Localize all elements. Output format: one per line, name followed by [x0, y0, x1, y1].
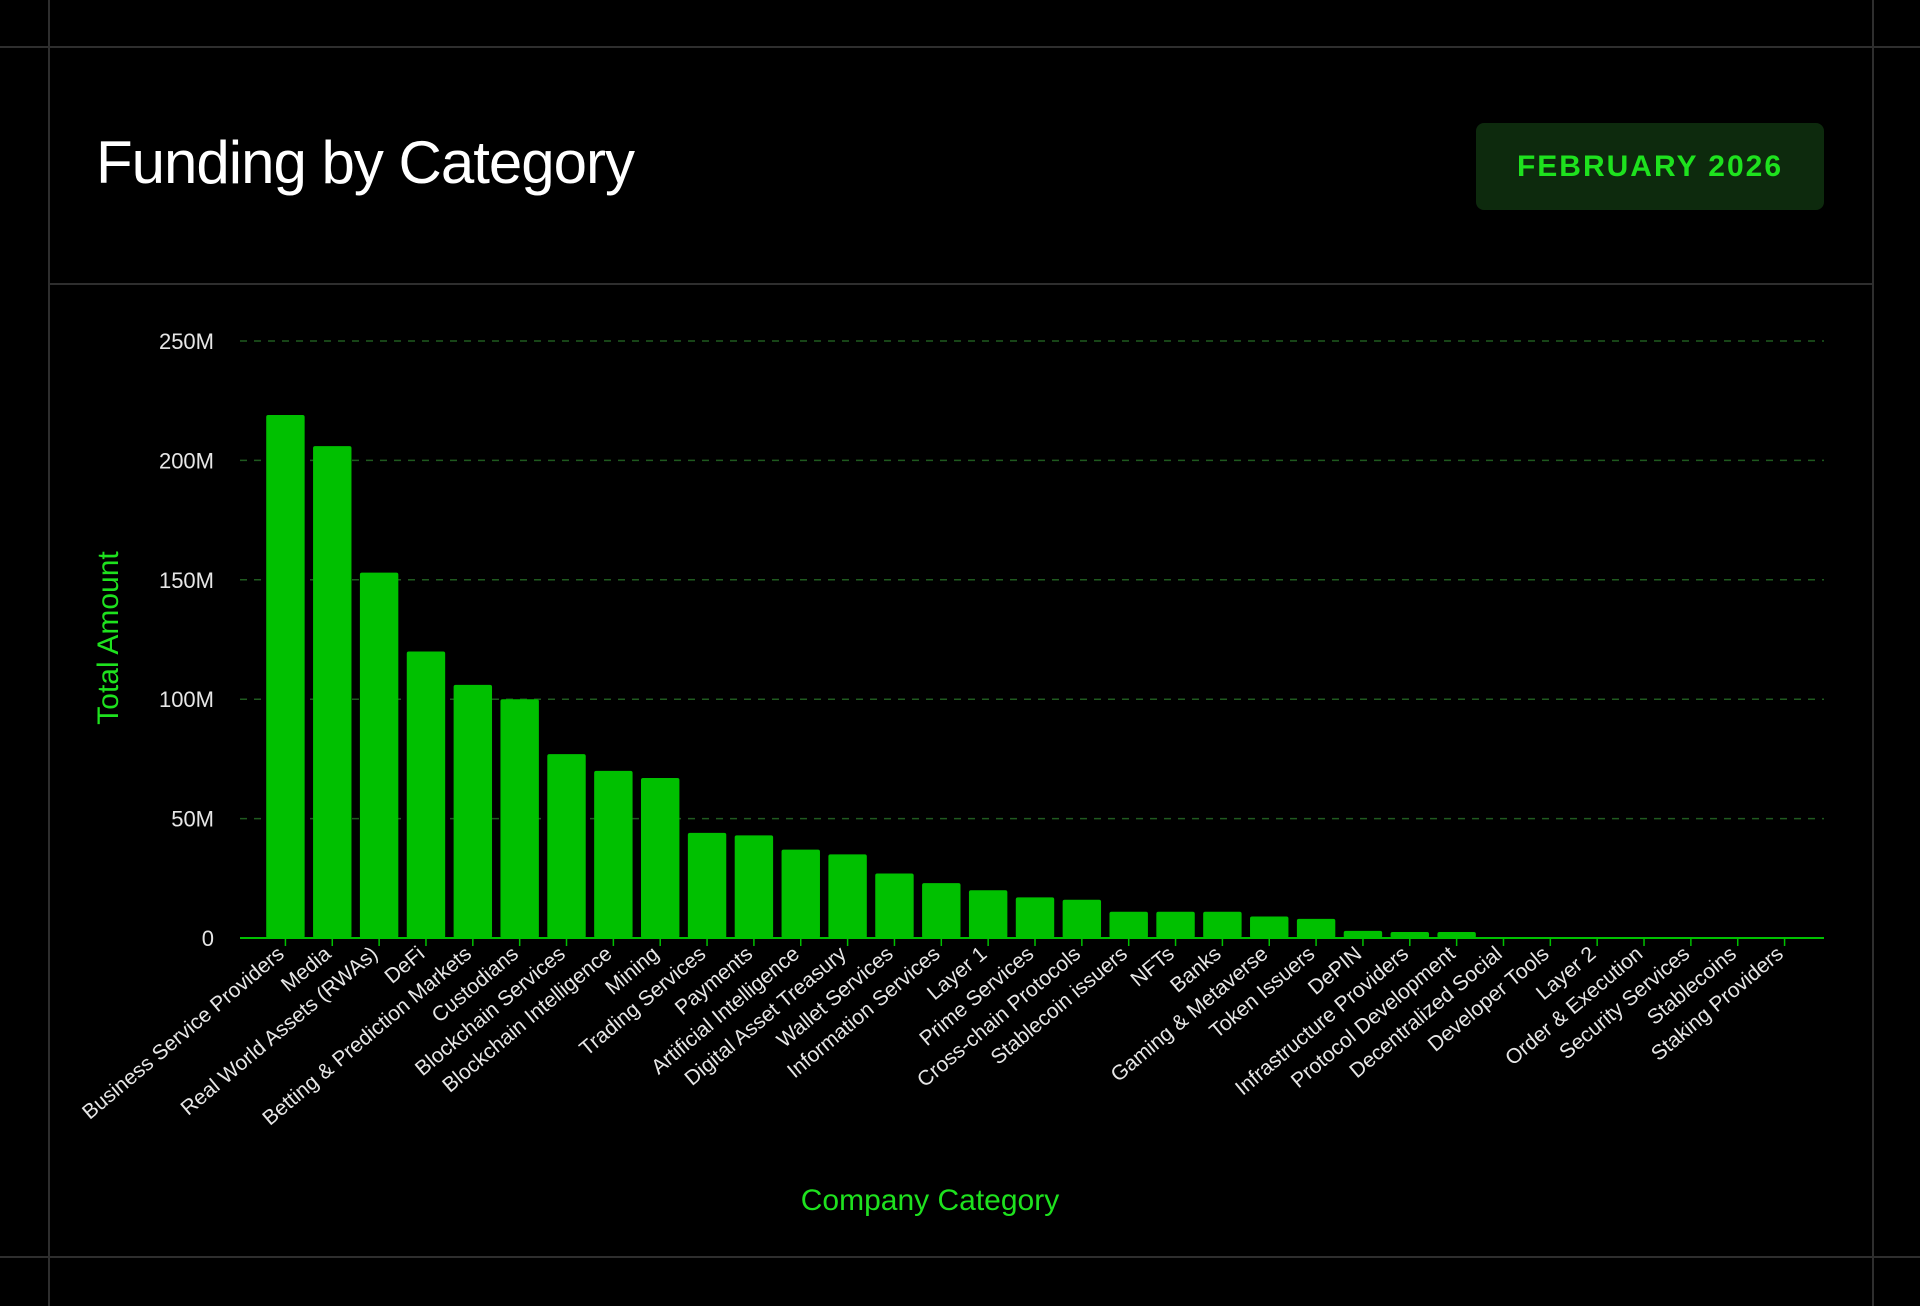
bar: [1203, 911, 1242, 938]
bar: [547, 754, 586, 938]
bar: [1390, 932, 1429, 938]
date-badge: FEBRUARY 2026: [1476, 123, 1824, 210]
bar: [1343, 930, 1383, 938]
y-axis-label: Total Amount: [92, 551, 125, 725]
bar: [359, 572, 399, 938]
bar: [1156, 911, 1195, 938]
bar: [641, 778, 680, 938]
bar: [1296, 918, 1336, 938]
y-tick-label: 200M: [159, 448, 214, 473]
bar: [1437, 932, 1476, 938]
bar: [406, 651, 446, 938]
header-divider: [48, 283, 1872, 285]
bar: [453, 684, 493, 938]
bar: [594, 770, 633, 938]
frame-divider-left: [48, 0, 50, 1306]
bar: [828, 854, 867, 938]
bar: [500, 699, 539, 938]
bar: [1109, 911, 1148, 938]
x-tick-label: Real World Assets (RWAs): [177, 942, 383, 1120]
bar: [1015, 897, 1055, 938]
bar: [266, 415, 305, 938]
y-tick-label: 50M: [171, 807, 214, 832]
y-tick-label: 0: [202, 926, 214, 951]
frame-divider-bottom: [0, 1256, 1920, 1258]
bar: [875, 873, 914, 938]
bar: [968, 890, 1008, 938]
bar: [1250, 916, 1289, 938]
y-tick-label: 150M: [159, 568, 214, 593]
y-tick-label: 250M: [159, 329, 214, 354]
frame-divider-right: [1872, 0, 1874, 1306]
bar: [313, 446, 352, 938]
y-tick-label: 100M: [159, 687, 214, 712]
frame-divider-top: [0, 46, 1920, 48]
bar: [781, 849, 820, 938]
bar: [922, 883, 961, 938]
bar: [734, 835, 774, 938]
page-title: Funding by Category: [96, 129, 635, 196]
bar: [687, 832, 727, 938]
x-axis-label: Company Category: [801, 1184, 1059, 1217]
bar: [1062, 899, 1102, 938]
